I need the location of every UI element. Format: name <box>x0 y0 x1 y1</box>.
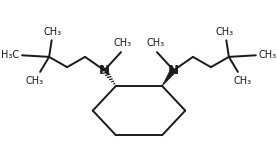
Text: CH₃: CH₃ <box>259 49 277 60</box>
Text: CH₃: CH₃ <box>44 27 62 37</box>
Text: N: N <box>168 64 179 77</box>
Text: CH₃: CH₃ <box>113 38 131 49</box>
Text: H₃C: H₃C <box>1 49 19 60</box>
Text: CH₃: CH₃ <box>147 38 165 49</box>
Text: CH₃: CH₃ <box>234 76 252 86</box>
Text: N: N <box>99 64 110 77</box>
Polygon shape <box>162 70 177 86</box>
Text: CH₃: CH₃ <box>26 76 44 86</box>
Text: CH₃: CH₃ <box>216 27 234 37</box>
